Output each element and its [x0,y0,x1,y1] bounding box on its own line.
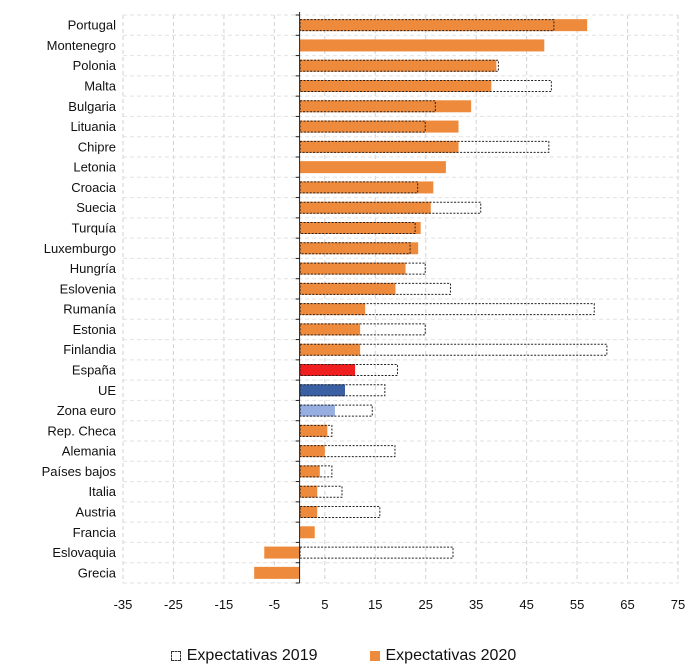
category-label: Zona euro [57,403,116,418]
category-label: Malta [84,79,117,94]
category-label: Alemania [62,444,117,459]
x-tick-label: -35 [114,597,133,612]
legend-label-2019: Expectativas 2019 [186,647,318,664]
bar-2020 [264,546,300,559]
category-label: Suecia [76,200,117,215]
bar-2020 [299,303,366,316]
category-label: Polonia [73,58,117,73]
bar-2020 [299,404,335,417]
bar-2020 [299,384,345,397]
category-label: Bulgaria [68,99,116,114]
category-label: España [72,363,117,378]
bar-2019 [299,19,555,32]
bar-2020 [299,59,497,72]
category-label: Eslovaquia [52,545,116,560]
x-tick-label: 45 [519,597,533,612]
x-tick-label: 15 [368,597,382,612]
bar-2019 [299,282,451,295]
bar-2020 [299,506,318,518]
bar-2019 [299,404,373,417]
bar-2020 [299,120,459,133]
bar-2020 [299,465,320,478]
category-label: Rep. Checa [47,423,116,438]
x-tick-label: 55 [570,597,584,612]
bar-2020 [299,485,318,498]
x-tick-label: 25 [418,597,432,612]
legend-label-2020: Expectativas 2020 [385,647,517,664]
bar-2020 [299,323,361,336]
legend-item-2019: Expectativas 2019 [170,647,318,665]
bar-2020 [299,262,406,275]
category-label: Finlandia [63,342,117,357]
bar-2020 [299,39,545,52]
bar-2020 [299,445,325,458]
bar-2020 [299,364,356,376]
x-tick-label: 65 [620,597,634,612]
category-label: Estonia [73,322,117,337]
legend: Expectativas 2019 Expectativas 2020 [0,647,687,665]
bar-2020 [299,80,492,92]
category-label: Eslovenia [60,281,117,296]
category-label: Luxemburgo [44,241,116,256]
category-label: Turquía [72,221,117,236]
bar-2019 [299,445,396,458]
x-tick-label: 35 [469,597,483,612]
bar-2020 [299,201,431,214]
bar-2020 [299,222,421,234]
legend-swatch-2019 [170,651,181,661]
bar-2020 [299,181,434,194]
bar-2019 [299,100,436,113]
bar-2019 [299,485,343,498]
bar-2020 [254,566,300,579]
bar-2019 [299,181,419,194]
bar-2019 [299,465,333,478]
bar-2020 [299,100,472,113]
category-label: Hungría [70,261,117,276]
category-label: Montenegro [47,38,116,53]
category-label: Chipre [78,139,116,154]
bar-2019 [299,201,482,214]
category-label: Portugal [68,18,117,33]
x-tick-label: -5 [269,597,281,612]
bar-2020 [299,242,419,255]
x-tick-label: -25 [164,597,183,612]
legend-item-2020: Expectativas 2020 [369,647,517,665]
category-label: Lituania [70,119,116,134]
x-tick-label: -15 [215,597,234,612]
bar-chart: Portugal Montenegro Polonia Malta Bulgaria Li… [42,12,685,612]
bar-2019 [299,546,454,559]
category-label: Países bajos [42,464,117,479]
x-tick-label: 5 [321,597,328,612]
bar-2019 [299,303,595,316]
category-label: Italia [89,484,117,499]
category-label: Rumanía [63,302,117,317]
bar-2020 [299,343,361,356]
category-label: Grecia [78,565,117,580]
bar-2020 [299,526,315,539]
bar-2020 [299,161,446,174]
bar-2020 [299,282,396,295]
bar-2020 [299,19,588,32]
x-tick-label: 75 [671,597,685,612]
category-label: Letonia [73,160,116,175]
bar-2020 [299,140,459,153]
bar-2020 [299,424,328,437]
bar-2019 [299,424,333,437]
bar-2019 [299,140,550,153]
category-label: Croacia [71,180,117,195]
category-label: Francia [73,525,117,540]
category-label: UE [98,383,116,398]
legend-swatch-2020 [369,651,380,661]
category-label: Austria [76,505,117,520]
